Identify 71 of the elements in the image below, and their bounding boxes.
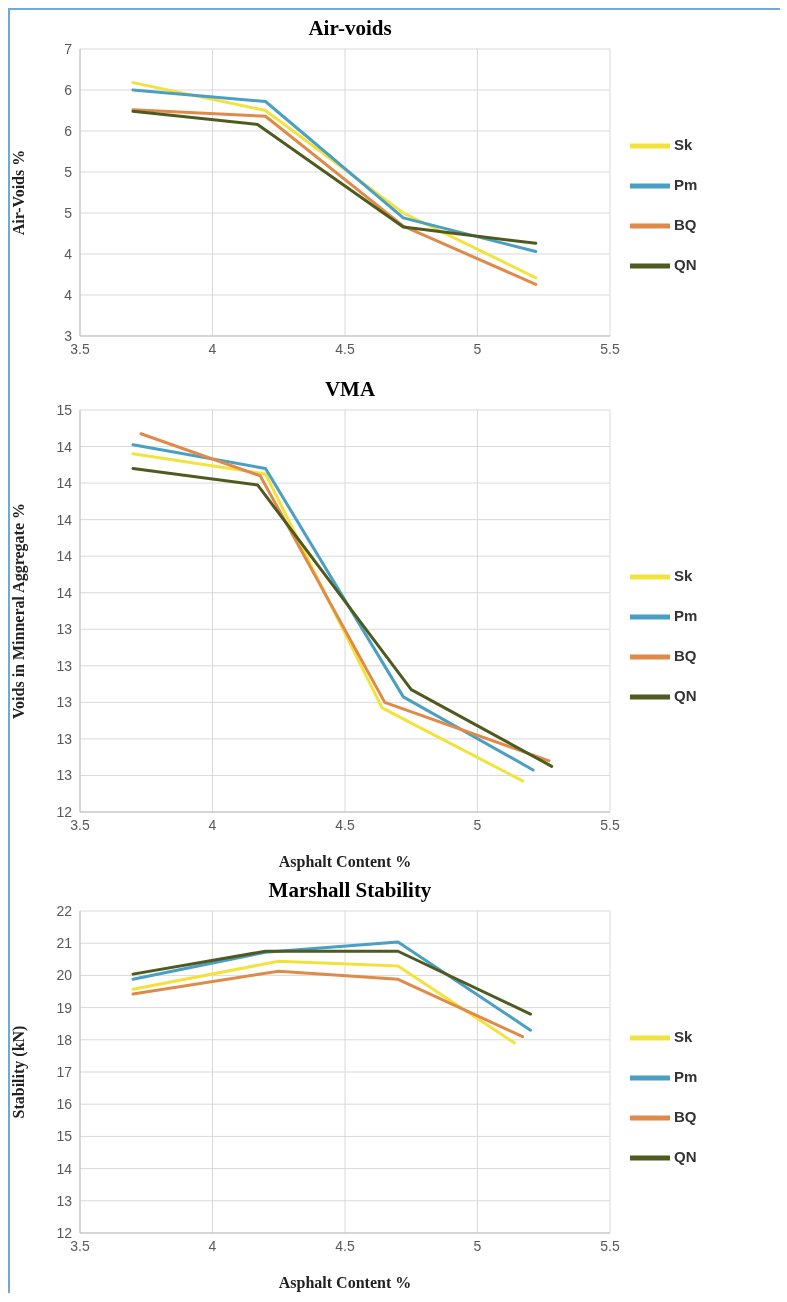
y-tick-label: 14 [56, 1160, 73, 1177]
chart-title: Air-voids [307, 16, 393, 41]
line-series [131, 108, 538, 286]
x-tick-label: 4 [208, 1237, 217, 1254]
x-tick-label: 3.5 [70, 816, 90, 833]
legend-label: BQ [674, 215, 697, 233]
y-tick-label: 5 [64, 204, 73, 221]
x-tick-label: 4 [208, 340, 217, 357]
y-tick-label: 14 [56, 548, 73, 565]
y-tick-label: 15 [56, 401, 73, 418]
legend-label: Pm [674, 175, 698, 193]
y-axis-title: Air-Voids % [9, 149, 27, 236]
x-tick-label: 3.5 [70, 1237, 90, 1254]
x-tick-label: 4.5 [335, 1237, 355, 1254]
y-tick-label: 13 [56, 1192, 73, 1209]
y-tick-label: 3 [64, 327, 73, 344]
y-tick-label: 4 [64, 286, 73, 303]
x-tick-label: 4 [208, 816, 217, 833]
y-tick-label: 13 [56, 621, 73, 638]
y-tick-label: 14 [56, 584, 73, 601]
y-tick-label: 16 [56, 1096, 73, 1113]
legend-label: QN [674, 1147, 697, 1165]
y-tick-label: 20 [56, 967, 73, 984]
line-series [131, 109, 538, 245]
x-tick-label: 5.5 [600, 340, 620, 357]
y-tick-label: 6 [64, 122, 73, 139]
y-tick-label: 7 [64, 40, 73, 57]
y-tick-label: 14 [56, 475, 73, 492]
y-tick-label: 13 [56, 694, 73, 711]
y-tick-label: 21 [56, 935, 73, 952]
line-series [131, 959, 517, 1045]
x-axis-title: Asphalt Content % [278, 1274, 412, 1292]
y-tick-label: 6 [64, 81, 73, 98]
y-tick-label: 22 [56, 902, 73, 919]
y-tick-label: 4 [64, 245, 73, 262]
y-axis-title: Voids in Minneral Aggregate % [9, 502, 28, 720]
legend-label: BQ [674, 1107, 697, 1125]
x-axis-title: Asphalt Content % [278, 853, 412, 871]
legend-label: QN [674, 686, 697, 704]
x-tick-label: 5.5 [600, 1237, 620, 1254]
y-tick-label: 14 [56, 511, 73, 528]
x-tick-label: 4.5 [335, 340, 355, 357]
legend-label: Sk [674, 135, 693, 153]
line-series [131, 969, 525, 1039]
y-tick-label: 5 [64, 163, 73, 180]
line-series [131, 88, 538, 254]
x-tick-label: 5 [473, 816, 482, 833]
x-tick-label: 5 [473, 340, 482, 357]
chart-title: VMA [323, 377, 377, 402]
x-tick-label: 5 [473, 1237, 482, 1254]
y-tick-label: 12 [56, 803, 73, 820]
legend-label: Sk [674, 566, 693, 584]
legend-label: QN [674, 255, 697, 273]
legend-label: Sk [674, 1027, 693, 1045]
legend-label: Pm [674, 606, 698, 624]
y-tick-label: 13 [56, 730, 73, 747]
x-tick-label: 3.5 [70, 340, 90, 357]
x-tick-label: 5.5 [600, 816, 620, 833]
y-tick-label: 18 [56, 1031, 73, 1048]
legend-label: BQ [674, 646, 697, 664]
y-tick-label: 17 [56, 1063, 73, 1080]
y-tick-label: 15 [56, 1128, 73, 1145]
y-tick-label: 13 [56, 767, 73, 784]
y-tick-label: 14 [56, 438, 73, 455]
chart-title: Marshall Stability [267, 878, 433, 903]
y-tick-label: 19 [56, 999, 73, 1016]
legend-label: Pm [674, 1067, 698, 1085]
y-tick-label: 13 [56, 657, 73, 674]
y-axis-title: Stability (kN) [9, 1025, 28, 1119]
y-tick-label: 12 [56, 1224, 73, 1241]
x-tick-label: 4.5 [335, 816, 355, 833]
